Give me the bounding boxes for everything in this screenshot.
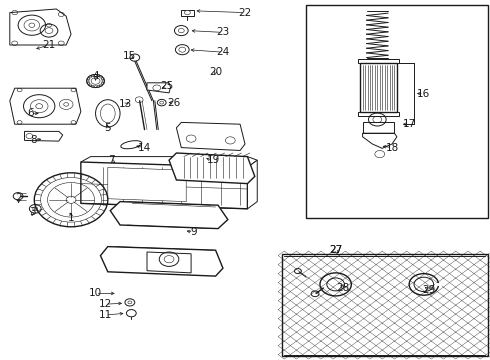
Polygon shape: [10, 88, 81, 124]
Circle shape: [184, 10, 190, 15]
Text: 20: 20: [209, 67, 222, 77]
Text: 17: 17: [402, 119, 416, 129]
Polygon shape: [147, 252, 191, 273]
Polygon shape: [110, 202, 228, 229]
Text: 6: 6: [27, 108, 34, 118]
Text: 13: 13: [118, 99, 132, 109]
Text: 25: 25: [160, 81, 173, 91]
Text: 27: 27: [329, 245, 343, 255]
Text: 21: 21: [42, 40, 56, 50]
Text: 2: 2: [15, 193, 22, 203]
Polygon shape: [147, 83, 171, 93]
Text: 9: 9: [190, 227, 197, 237]
Text: 11: 11: [98, 310, 112, 320]
Text: 12: 12: [98, 299, 112, 309]
Polygon shape: [181, 10, 194, 16]
Text: 5: 5: [104, 123, 111, 133]
Text: 10: 10: [89, 288, 102, 298]
Text: 7: 7: [108, 155, 115, 165]
Text: 27: 27: [329, 245, 343, 255]
Text: 18: 18: [385, 143, 399, 153]
Text: 3: 3: [29, 207, 36, 217]
Text: 15: 15: [123, 51, 137, 61]
Bar: [282, 254, 488, 356]
Polygon shape: [169, 153, 255, 184]
Text: 4: 4: [92, 71, 99, 81]
Text: 24: 24: [216, 47, 230, 57]
Text: 19: 19: [206, 155, 220, 165]
Polygon shape: [108, 167, 186, 202]
Bar: [358, 112, 399, 116]
Polygon shape: [363, 133, 397, 148]
Bar: [360, 63, 397, 112]
Polygon shape: [100, 247, 223, 276]
Bar: [363, 122, 394, 133]
Polygon shape: [10, 9, 71, 45]
Text: 26: 26: [167, 98, 181, 108]
Text: 22: 22: [238, 8, 252, 18]
Polygon shape: [247, 160, 257, 209]
Text: 16: 16: [417, 89, 431, 99]
Text: 14: 14: [138, 143, 151, 153]
Text: 1: 1: [68, 213, 74, 223]
Polygon shape: [24, 131, 63, 141]
Polygon shape: [81, 157, 257, 167]
Text: 8: 8: [30, 135, 37, 145]
Polygon shape: [176, 122, 245, 150]
Text: 23: 23: [216, 27, 230, 37]
Text: 28: 28: [336, 283, 350, 293]
Bar: [358, 59, 399, 63]
Text: 29: 29: [422, 285, 436, 295]
Bar: [306, 5, 488, 218]
Polygon shape: [81, 162, 247, 209]
